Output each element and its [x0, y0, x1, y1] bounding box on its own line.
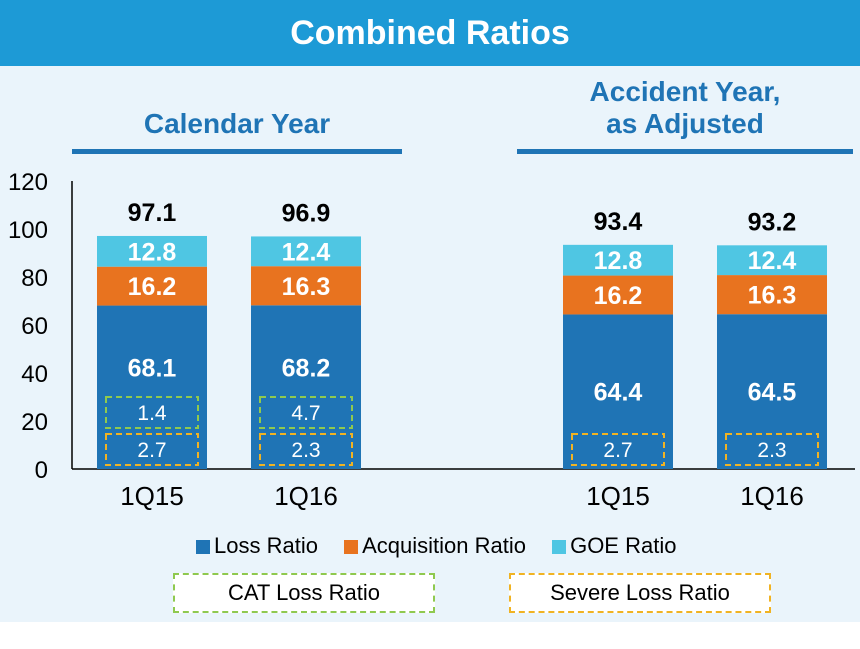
goe-swatch	[552, 540, 567, 555]
bar-data-label: 68.1	[128, 355, 177, 383]
legend-cat-loss-label: CAT Loss Ratio	[227, 580, 381, 605]
y-tick-label: 100	[8, 217, 48, 244]
cat-loss-label: 1.4	[137, 402, 167, 425]
legend-severe-loss-box: Severe Loss Ratio	[509, 573, 771, 613]
bar-data-label: 16.2	[128, 273, 177, 301]
y-tick-label: 80	[21, 265, 48, 292]
bar-total-label: 93.2	[748, 208, 797, 236]
cat-loss-box	[105, 396, 199, 429]
bar-segment-2	[717, 245, 827, 276]
severe-loss-label: 2.3	[291, 439, 320, 462]
acquisition-swatch	[344, 540, 359, 555]
cat-loss-box	[259, 396, 353, 429]
severe-loss-box	[105, 433, 199, 466]
x-tick-label: 1Q15	[120, 481, 184, 511]
y-tick-label: 60	[21, 313, 48, 340]
y-tick-label: 0	[35, 457, 48, 484]
bar-segment-0	[251, 305, 361, 469]
legend-loss-label: Loss Ratio	[214, 533, 318, 558]
legend-acquisition: Acquisition Ratio	[344, 533, 532, 558]
legend-cat-loss-box: CAT Loss Ratio	[173, 573, 435, 613]
bar-segment-1	[251, 266, 361, 306]
accident-year-header: Accident Year, as Adjusted	[517, 76, 853, 140]
footer-strip	[0, 622, 860, 649]
accident-year-header-line1: Accident Year,	[589, 76, 781, 107]
x-tick-label: 1Q16	[740, 481, 804, 511]
y-tick-label: 20	[21, 409, 48, 436]
calendar-year-rule	[72, 149, 402, 154]
bar-data-label: 16.3	[748, 282, 797, 310]
severe-loss-label: 2.3	[757, 439, 786, 462]
calendar-year-header: Calendar Year	[143, 108, 331, 139]
severe-loss-label: 2.7	[603, 439, 632, 462]
bar-segment-2	[251, 236, 361, 267]
legend-goe-label: GOE Ratio	[570, 533, 677, 558]
legend-severe-loss-label: Severe Loss Ratio	[550, 580, 730, 605]
bar-segment-1	[563, 275, 673, 315]
bar-segment-0	[563, 314, 673, 469]
loss-swatch	[196, 540, 210, 555]
severe-loss-box	[571, 433, 665, 466]
accident-year-header-line2: as Adjusted	[606, 108, 764, 139]
bar-data-label: 68.2	[282, 355, 331, 383]
cat-loss-label: 4.7	[291, 402, 320, 425]
bar-data-label: 12.4	[282, 238, 331, 266]
bar-segment-2	[563, 244, 673, 276]
x-tick-label: 1Q15	[586, 481, 650, 511]
severe-loss-label: 2.7	[137, 439, 166, 462]
bar-data-label: 12.4	[748, 247, 797, 275]
bar-total-label: 96.9	[282, 199, 331, 227]
x-tick-label: 1Q16	[274, 481, 338, 511]
bar-segment-0	[717, 314, 827, 469]
y-tick-label: 40	[21, 361, 48, 388]
bar-segment-1	[717, 275, 827, 315]
bar-total-label: 93.4	[594, 208, 643, 236]
y-tick-label: 120	[8, 169, 48, 196]
bar-segment-1	[97, 266, 207, 306]
bar-segment-2	[97, 235, 207, 267]
accident-year-rule	[517, 149, 853, 154]
bar-total-label: 97.1	[128, 199, 177, 227]
legend-goe: GOE Ratio	[552, 533, 676, 558]
bar-data-label: 16.2	[594, 282, 643, 310]
severe-loss-box	[725, 433, 819, 466]
severe-loss-box	[259, 433, 353, 466]
bar-data-label: 16.3	[282, 273, 331, 301]
bar-data-label: 12.8	[594, 247, 643, 275]
bar-data-label: 12.8	[128, 238, 177, 266]
bar-data-label: 64.4	[594, 379, 643, 407]
bar-data-label: 64.5	[748, 379, 797, 407]
bar-segment-0	[97, 305, 207, 469]
chart-title: Combined Ratios	[290, 14, 570, 52]
legend-acquisition-label: Acquisition Ratio	[362, 533, 526, 558]
legend-loss: Loss Ratio	[196, 533, 324, 558]
stacked-bar-chart: 0 20 40 60 80 100 120 68.1 16.2 12.8 97.1 1Q15 2.7 1.…	[8, 169, 855, 511]
chart-title-banner: Combined Ratios	[0, 0, 860, 66]
legend-row: Loss Ratio Acquisition Ratio GOE Ratio	[196, 533, 676, 559]
